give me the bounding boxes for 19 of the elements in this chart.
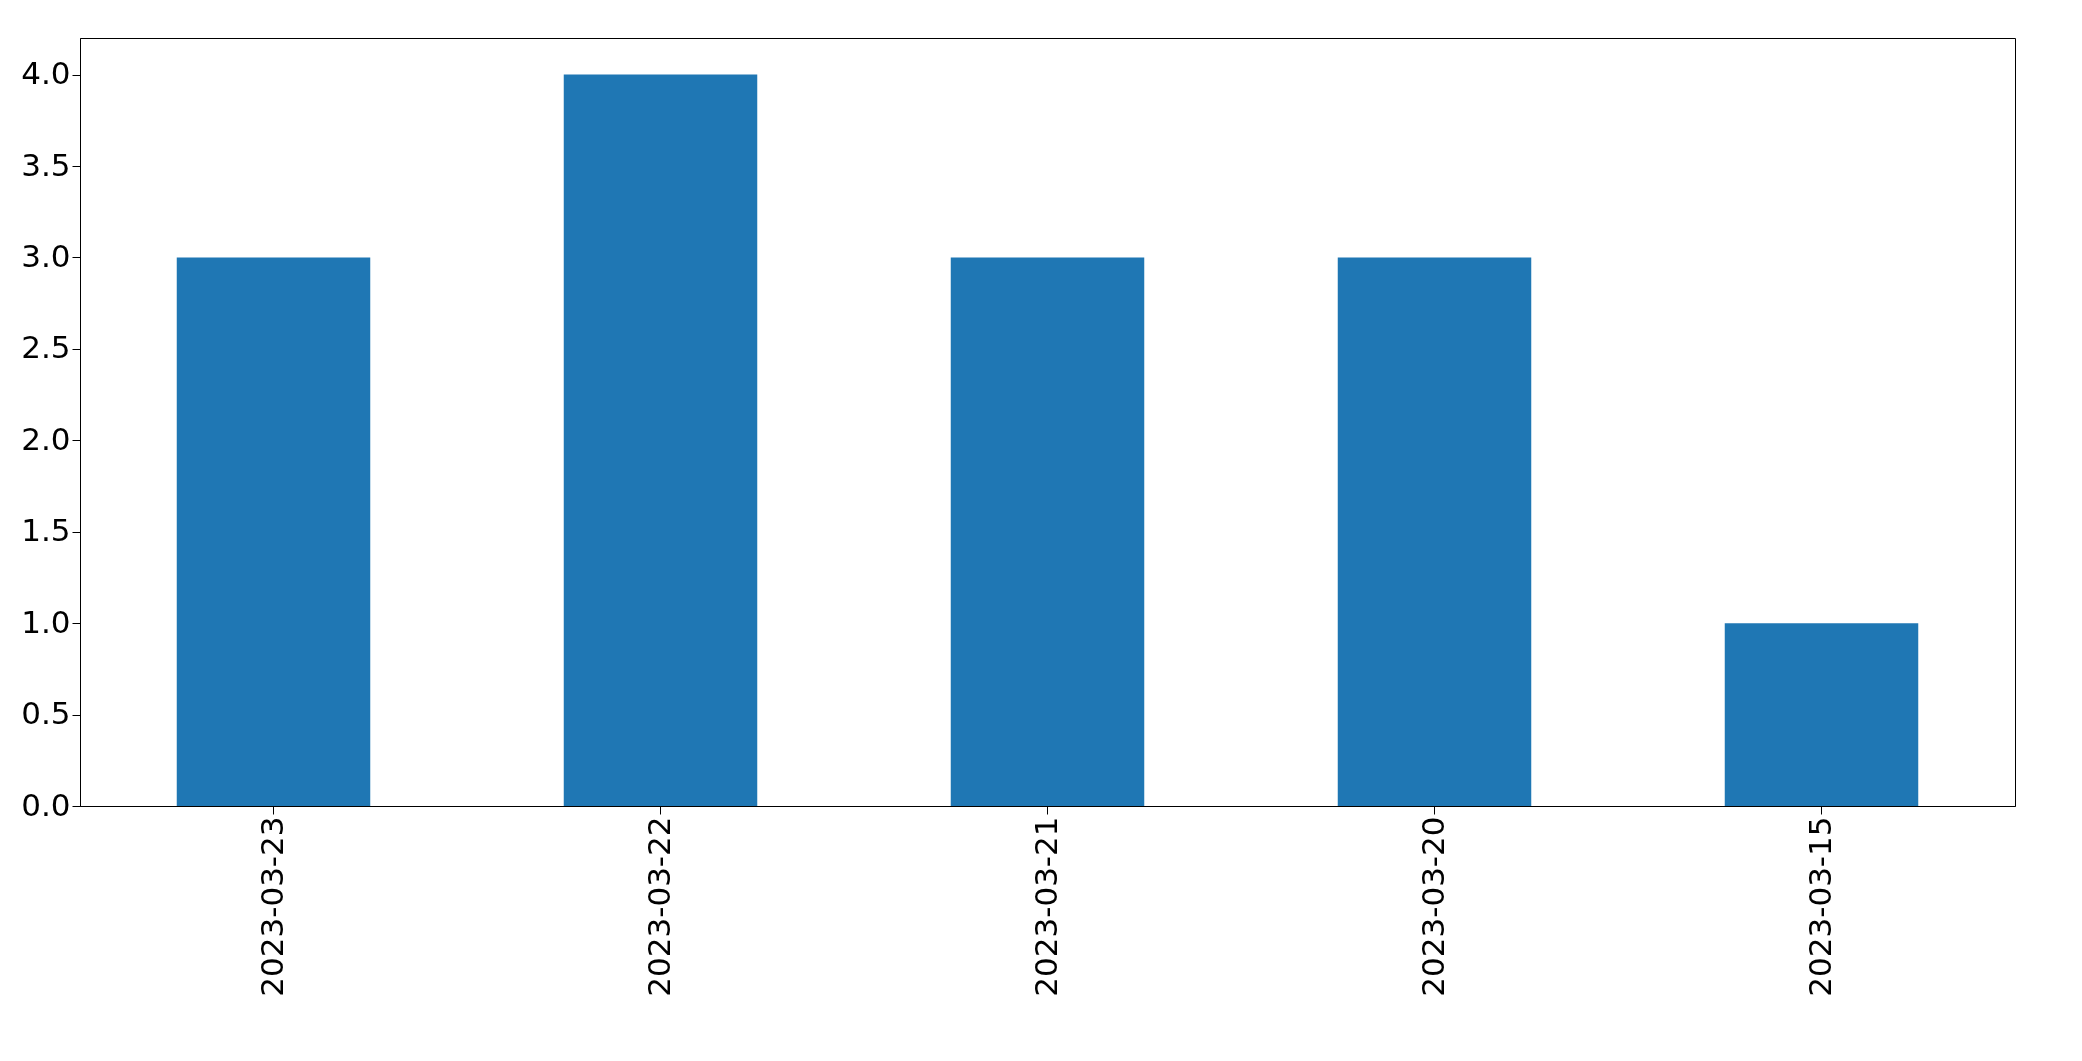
y-tick-label: 3.0 bbox=[21, 237, 71, 274]
x-tick-label: 2023-03-23 bbox=[253, 816, 290, 997]
y-tick-label: 1.5 bbox=[21, 512, 71, 549]
x-tick-label: 2023-03-21 bbox=[1027, 816, 1064, 997]
x-tick-label: 2023-03-22 bbox=[640, 816, 677, 997]
bar bbox=[1724, 623, 1919, 806]
x-tick-label: 2023-03-15 bbox=[1801, 816, 1838, 997]
y-tick-label: 2.5 bbox=[21, 329, 71, 366]
x-tick-label: 2023-03-20 bbox=[1414, 816, 1451, 997]
y-tick-label: 1.0 bbox=[21, 603, 71, 640]
bar bbox=[1337, 257, 1532, 806]
y-tick-label: 2.0 bbox=[21, 420, 71, 457]
bar bbox=[563, 74, 758, 806]
y-tick-label: 0.5 bbox=[21, 695, 71, 732]
bar bbox=[950, 257, 1145, 806]
y-tick-label: 0.0 bbox=[21, 786, 71, 823]
y-tick-label: 4.0 bbox=[21, 55, 71, 92]
bar bbox=[176, 257, 371, 806]
y-tick-label: 3.5 bbox=[21, 146, 71, 183]
